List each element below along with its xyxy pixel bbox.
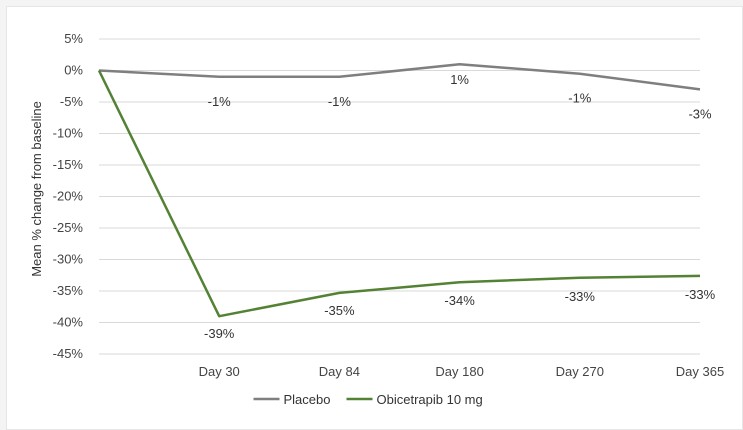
data-label: -35%: [324, 303, 355, 318]
legend: Placebo Obicetrapib 10 mg: [253, 392, 483, 407]
line-chart: 5%0%-5%-10%-15%-20%-25%-30%-35%-40%-45% …: [29, 31, 725, 407]
series-line: [97, 69, 701, 318]
y-tick-label: -35%: [53, 283, 84, 298]
y-tick-label: -20%: [53, 189, 84, 204]
y-tick-label: -45%: [53, 346, 84, 361]
y-tick-label: 0%: [64, 63, 83, 78]
data-label: -1%: [568, 91, 592, 106]
legend-label: Placebo: [284, 392, 331, 407]
x-tick-label: Day 270: [556, 364, 604, 379]
x-axis-ticks: Day 30 Day 84 Day 180 Day 270 Day 365: [199, 364, 725, 379]
legend-label: Obicetrapib 10 mg: [377, 392, 483, 407]
data-label: -1%: [328, 94, 352, 109]
data-label: 1%: [450, 72, 469, 87]
series-line: [98, 62, 701, 91]
data-labels: -1% -1% 1% -1% -3% -39% -35% -34% -33% -33%: [204, 72, 716, 341]
x-tick-label: Day 180: [435, 364, 483, 379]
y-tick-label: -5%: [60, 94, 84, 109]
series-lines: [97, 62, 701, 318]
data-label: -34%: [444, 293, 475, 308]
y-axis-title: Mean % change from baseline: [29, 101, 44, 277]
data-label: -1%: [208, 94, 232, 109]
y-tick-label: -10%: [53, 126, 84, 141]
gridlines: [99, 38, 700, 355]
chart-card: 5% 0% -5% -10% -15% -20% -25% -30% -35% -40% -45% …: [6, 6, 743, 430]
data-label: -3%: [688, 106, 712, 121]
y-tick-label: -30%: [53, 252, 84, 267]
data-label: -39%: [204, 326, 235, 341]
x-tick-label: Day 30: [199, 364, 240, 379]
x-tick-label: Day 365: [676, 364, 724, 379]
y-tick-label: -40%: [53, 315, 84, 330]
x-tick-label: Day 84: [319, 364, 360, 379]
y-tick-label: 5%: [64, 31, 83, 46]
y-tick-label: -15%: [53, 157, 84, 172]
y-tick-label: -25%: [53, 220, 84, 235]
data-label: -33%: [685, 287, 716, 302]
y-axis-ticks: 5% 0% -5% -10% -15% -20% -25% -30% -35% -40% -45%: [53, 31, 84, 361]
data-label: -33%: [565, 289, 596, 304]
